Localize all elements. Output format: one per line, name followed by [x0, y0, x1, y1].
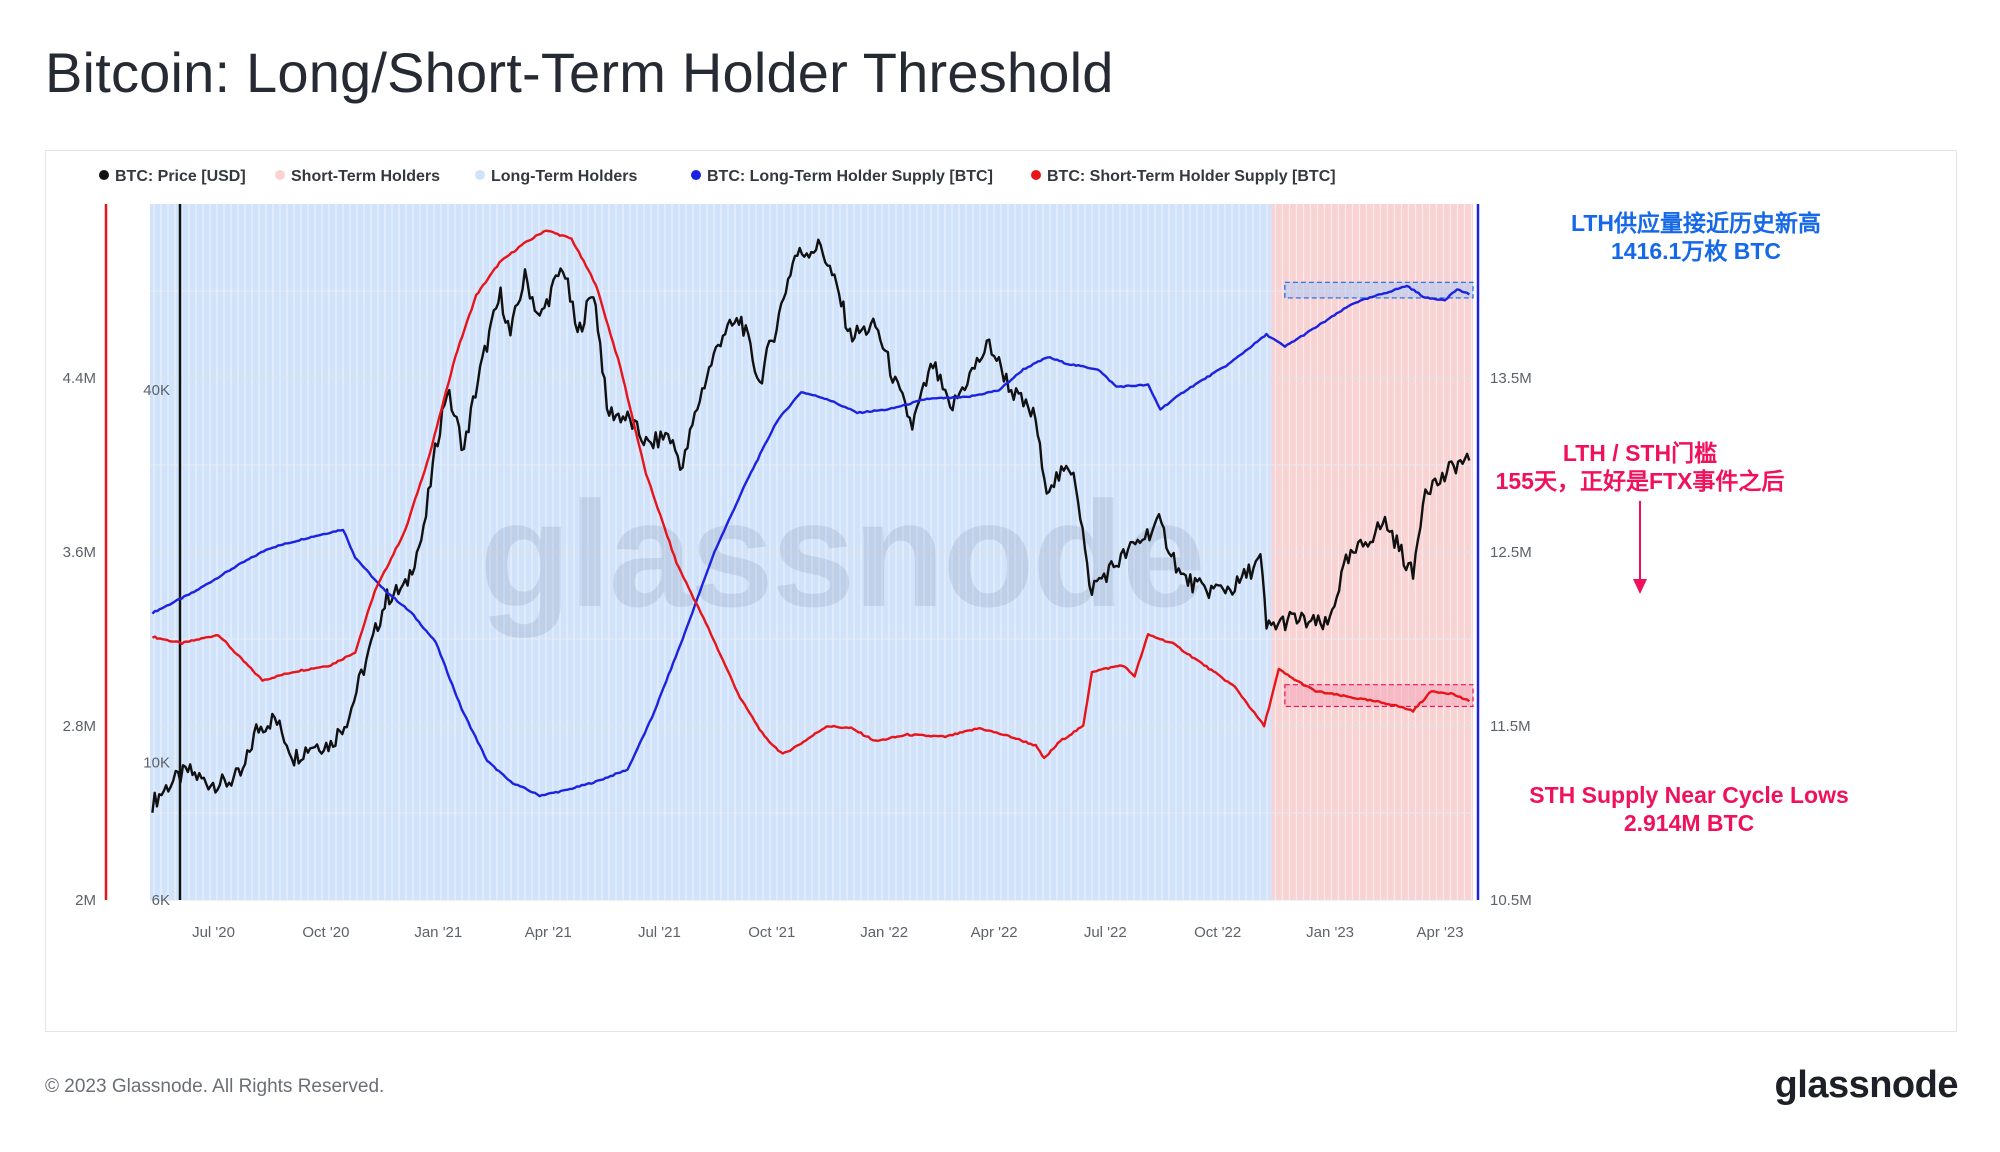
lth-supply-tick-label: 11.5M [1490, 718, 1531, 735]
price-tick-label: 40K [143, 382, 170, 399]
gridlines [150, 290, 1473, 901]
watermark-layer: glassnode [480, 470, 1206, 638]
x-tick-label: Apr '22 [971, 924, 1018, 941]
legend-label: BTC: Short-Term Holder Supply [BTC] [1047, 168, 1336, 185]
lth-supply-series-line [151, 284, 1471, 798]
legend-label: BTC: Long-Term Holder Supply [BTC] [707, 168, 993, 185]
legend-swatch [275, 170, 285, 180]
price-tick-label: 10K [143, 755, 170, 772]
x-tick-label: Oct '22 [1194, 924, 1241, 941]
x-tick-label: Jan '23 [1306, 924, 1354, 941]
sth-supply-tick-label: 3.6M [63, 544, 96, 561]
price-series-line [151, 238, 1471, 813]
annotation-boxes [1284, 281, 1474, 708]
legend-label: Short-Term Holders [291, 168, 440, 185]
lth-high-highlight-box [1284, 281, 1474, 299]
price-tick-label: 6K [152, 892, 170, 909]
sth-supply-tick-label: 2.8M [63, 718, 96, 735]
x-tick-label: Jul '22 [1084, 924, 1127, 941]
threshold-arrowhead [1633, 579, 1647, 594]
series-lines [151, 229, 1471, 813]
lth-supply-tick-label: 12.5M [1490, 544, 1532, 561]
x-tick-label: Apr '21 [525, 924, 572, 941]
watermark-text: glassnode [480, 470, 1204, 638]
copyright-text: © 2023 Glassnode. All Rights Reserved. [45, 1076, 385, 1097]
sth-low-highlight-box [1284, 684, 1474, 708]
legend-swatch [475, 170, 485, 180]
sth-supply-tick-label: 4.4M [63, 370, 96, 387]
sth-supply-series-line [151, 229, 1471, 760]
page-title: Bitcoin: Long/Short-Term Holder Threshol… [45, 41, 1114, 104]
legend-label: Long-Term Holders [491, 168, 637, 185]
threshold-annotation-line-2: 155天，正好是FTX事件之后 [1496, 468, 1785, 494]
x-tick-label: Jul '20 [192, 924, 235, 941]
lth-annotation-line-2: 1416.1万枚 BTC [1611, 238, 1781, 264]
x-tick-label: Oct '20 [302, 924, 349, 941]
glassnode-logo: glassnode [1774, 1064, 1959, 1106]
lth-annotation-line-1: LTH供应量接近历史新高 [1571, 210, 1821, 236]
chart: glassnode 2M 2.8M 3.6M 4.4M 6K 10K 40K 10.5M 11.… [63, 168, 1849, 941]
axes: 2M 2.8M 3.6M 4.4M 6K 10K 40K 10.5M 11.5M 12.5M 13.… [63, 204, 1532, 941]
chart-card: glassnode 2M 2.8M 3.6M 4.4M 6K 10K 40K 10.5M 11.… [45, 150, 1957, 1032]
x-tick-label: Jan '21 [414, 924, 462, 941]
sth-annotation-line-1: STH Supply Near Cycle Lows [1529, 782, 1849, 808]
x-tick-label: Apr '23 [1416, 924, 1463, 941]
lth-supply-tick-label: 13.5M [1490, 370, 1532, 387]
legend-swatch [691, 170, 701, 180]
x-tick-label: Jul '21 [638, 924, 681, 941]
legend-label: BTC: Price [USD] [115, 168, 246, 185]
legend: BTC: Price [USD] Short-Term Holders Long-T… [99, 168, 1336, 185]
x-tick-label: Oct '21 [748, 924, 795, 941]
threshold-annotation-line-1: LTH / STH门槛 [1563, 440, 1717, 466]
lth-supply-tick-label: 10.5M [1490, 892, 1532, 909]
legend-swatch [1031, 170, 1041, 180]
x-tick-label: Jan '22 [860, 924, 908, 941]
sth-annotation-line-2: 2.914M BTC [1624, 810, 1754, 836]
sth-supply-tick-label: 2M [75, 892, 96, 909]
legend-swatch [99, 170, 109, 180]
